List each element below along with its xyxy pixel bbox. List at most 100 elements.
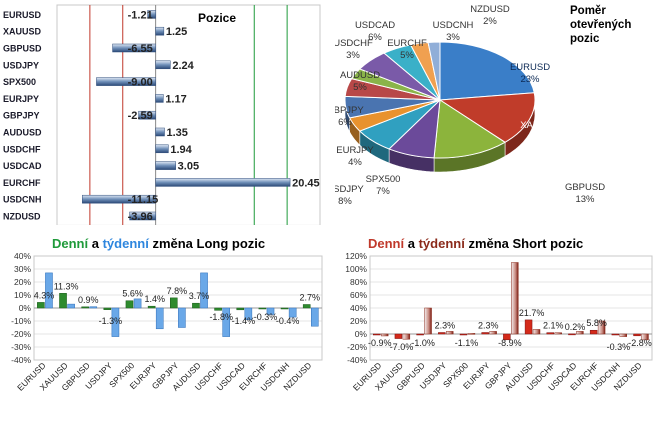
value-label: 2.3% xyxy=(435,321,456,331)
value-label: -2.8% xyxy=(628,338,652,348)
category-label: GBPUSD xyxy=(3,44,42,54)
position-bar xyxy=(147,10,156,19)
y-tick-label: 40% xyxy=(14,251,31,261)
category-label: GBPJPY xyxy=(3,111,40,121)
title-daily: Denní xyxy=(368,236,405,251)
daily-change-bar xyxy=(81,306,89,309)
category-label: EURUSD xyxy=(3,10,42,20)
value-label: 0.2% xyxy=(565,322,586,332)
pie-slice xyxy=(439,41,535,101)
title-weekly: týdenní xyxy=(102,236,149,251)
long-change-title: Denní a týdenní změna Long pozic xyxy=(52,236,265,251)
weekly-change-bar xyxy=(511,262,519,335)
y-tick-label: 100% xyxy=(345,264,367,274)
category-label: USDCAD xyxy=(3,161,42,171)
value-label: -1.3% xyxy=(99,316,123,326)
value-label: 5.8% xyxy=(586,318,607,328)
weekly-change-bar xyxy=(641,333,649,341)
value-label: 1.17 xyxy=(165,93,186,105)
pie-label: USDCNH xyxy=(433,20,474,31)
value-label: -1.4% xyxy=(232,316,256,326)
positions-title: Pozice xyxy=(198,11,236,25)
plot-frame xyxy=(369,255,653,361)
weekly-change-bar xyxy=(178,307,186,328)
pie-slice xyxy=(427,41,441,101)
daily-change-bar xyxy=(169,297,178,309)
weekly-change-bar xyxy=(67,303,75,309)
y-tick-label: -10% xyxy=(11,316,31,326)
value-label: -9.00 xyxy=(128,77,153,89)
pie-label: GBPUSD xyxy=(565,182,605,193)
daily-change-bar xyxy=(59,293,67,309)
daily-change-bar xyxy=(147,305,156,309)
category-label: USDCHF xyxy=(3,144,41,154)
value-label: 3.7% xyxy=(189,291,210,301)
y-tick-label: 0% xyxy=(355,329,368,339)
daily-change-bar xyxy=(280,307,289,310)
pie-label: EURJPY xyxy=(336,145,374,156)
value-label: -0.3% xyxy=(254,312,278,322)
weekly-change-bar xyxy=(266,307,275,315)
daily-change-bar xyxy=(373,333,381,336)
title-and: a xyxy=(404,236,419,251)
value-label: -0.9% xyxy=(368,338,392,348)
weekly-change-bar xyxy=(200,272,208,309)
y-tick-label: 60% xyxy=(350,290,367,300)
y-tick-label: 30% xyxy=(14,264,31,274)
category-label: NZDUSD xyxy=(3,212,41,222)
pie-label: EURCHF xyxy=(387,38,427,49)
weekly-change-bar xyxy=(45,272,53,309)
value-label: 2.1% xyxy=(543,321,564,331)
pie-value-label: 13% xyxy=(575,194,595,205)
category-label: USDJPY xyxy=(3,60,39,70)
daily-change-bar xyxy=(192,302,200,309)
value-label: 5.6% xyxy=(122,289,143,299)
pie-title-line: otevřených xyxy=(570,19,631,31)
daily-change-bar xyxy=(546,332,554,335)
position-bar xyxy=(155,60,171,70)
value-label: 21.7% xyxy=(519,308,545,318)
y-tick-label: 0% xyxy=(19,303,32,313)
position-bar xyxy=(96,77,156,86)
weekly-change-bar xyxy=(619,333,628,337)
position-bar xyxy=(155,178,291,187)
y-tick-label: 10% xyxy=(14,290,31,300)
value-label: -0.3% xyxy=(607,342,631,352)
value-label: 4.3% xyxy=(34,290,55,300)
value-label: 11.3% xyxy=(54,281,79,291)
title-weekly: týdenní xyxy=(418,236,465,251)
category-label: SPX500 xyxy=(3,77,36,87)
long-change-panel: Denní a týdenní změna Long pozic 40% 30% 2… xyxy=(0,232,330,418)
short-change-title: Denní a týdenní změna Short pozic xyxy=(368,236,583,251)
pie-label: XAUUSD xyxy=(520,120,560,131)
pie-title-line: Poměr xyxy=(570,5,606,17)
pie-value-label: 15% xyxy=(530,132,550,143)
position-bar xyxy=(155,127,165,137)
weekly-change-bar xyxy=(532,329,541,335)
pie-label: USDCHF xyxy=(335,38,373,49)
weekly-change-bar xyxy=(155,307,164,330)
y-tick-label: 40% xyxy=(350,303,367,313)
daily-change-bar xyxy=(633,333,641,337)
title-rest: změna Long pozic xyxy=(148,236,266,251)
category-label: EURCHF xyxy=(3,178,41,188)
category-label: XAUUSD xyxy=(3,27,42,37)
daily-change-bar xyxy=(258,307,267,310)
y-tick-label: -30% xyxy=(11,342,31,352)
pie-value-label: 7% xyxy=(376,186,390,197)
value-label: -1.8% xyxy=(209,312,233,322)
position-bar xyxy=(129,211,156,221)
weekly-change-bar xyxy=(89,306,98,309)
y-tick-label: -20% xyxy=(347,342,367,352)
y-tick-label: 120% xyxy=(345,251,367,261)
value-label: -0.4% xyxy=(276,316,300,326)
pie-value-label: 3% xyxy=(446,32,460,43)
pie-slice xyxy=(438,92,536,143)
value-label: 20.45 xyxy=(292,177,320,189)
daily-change-bar xyxy=(589,329,598,335)
weekly-change-bar xyxy=(380,333,389,337)
daily-change-bar xyxy=(103,307,112,310)
title-rest: změna Short pozic xyxy=(464,236,584,251)
title-and: a xyxy=(88,236,103,251)
value-label: -1.0% xyxy=(411,338,435,348)
